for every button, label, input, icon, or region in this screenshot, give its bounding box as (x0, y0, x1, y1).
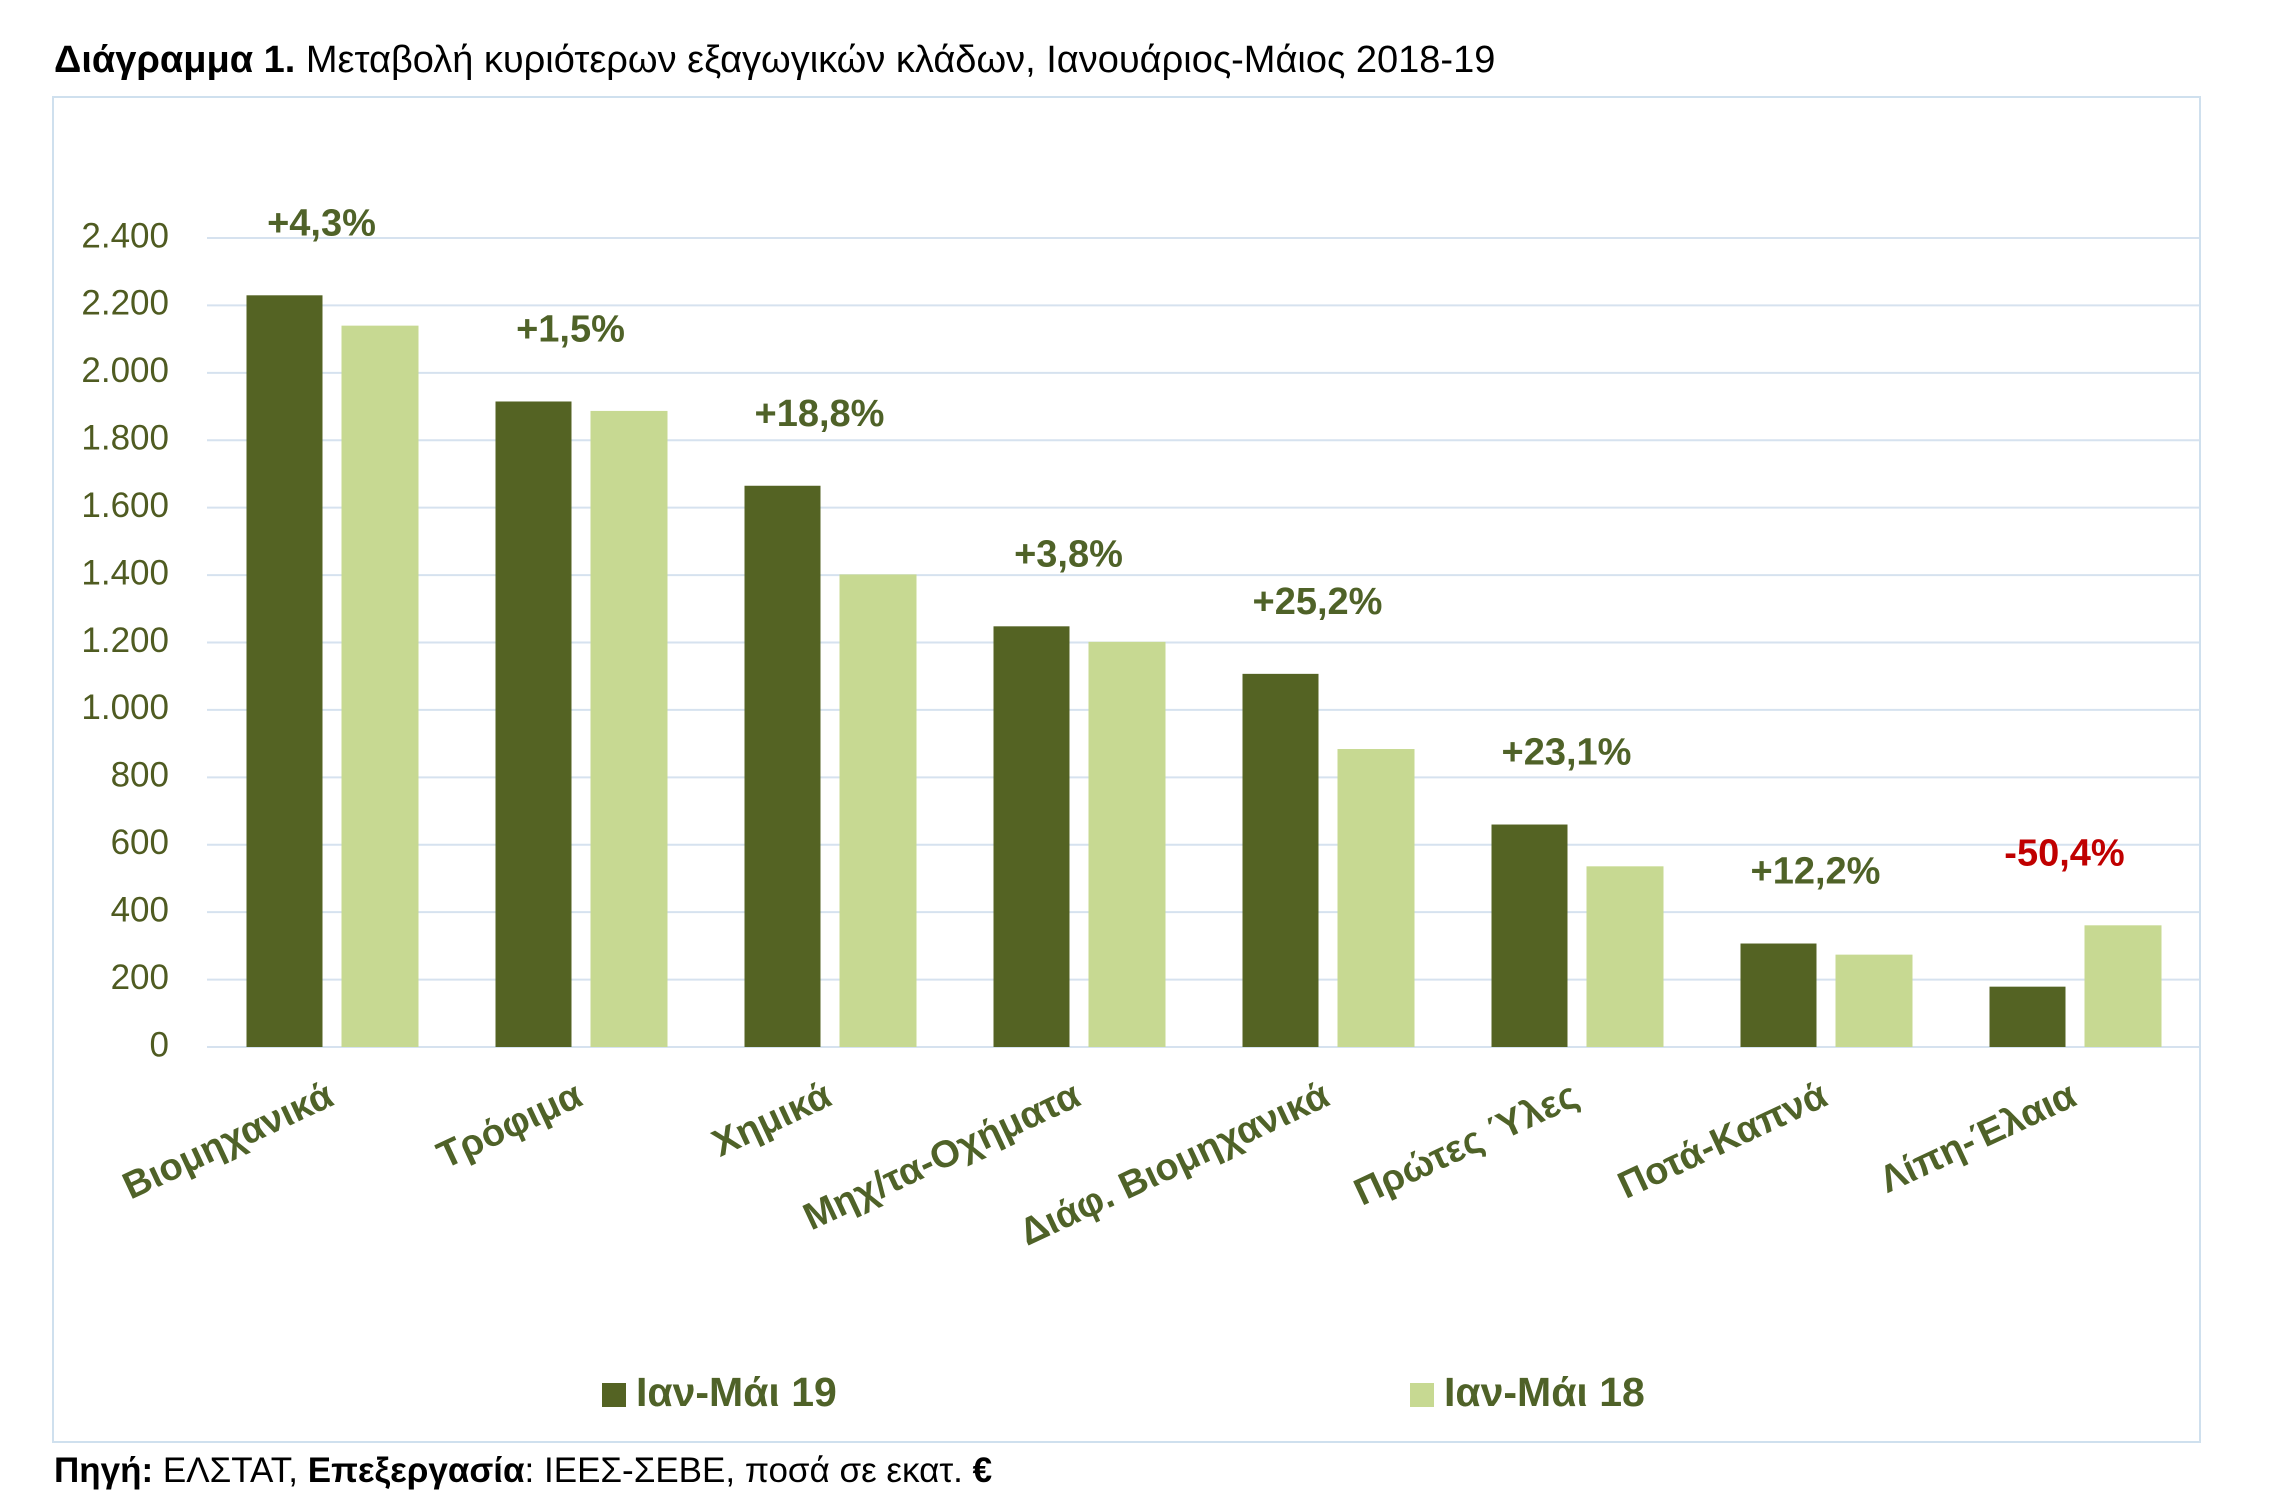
x-tick-label: Πρώτες Ύλες (1348, 1074, 1585, 1214)
bar (1088, 641, 1166, 1047)
change-label: +4,3% (267, 202, 376, 244)
change-label: -50,4% (2004, 832, 2124, 874)
bar (1491, 824, 1568, 1047)
x-tick-label: Λίπη-Έλαια (1873, 1074, 2082, 1201)
legend-label: Ιαν-Μάι 18 (1444, 1369, 1645, 1415)
chart-frame (52, 96, 2201, 1443)
y-tick-label: 2.200 (81, 284, 169, 323)
y-tick-label: 1.200 (81, 621, 169, 660)
change-label: +18,8% (755, 393, 885, 435)
y-tick-label: 200 (111, 958, 169, 997)
y-tick-label: 400 (111, 890, 169, 929)
change-label: +3,8% (1014, 533, 1123, 575)
chart-heading: Διάγραμμα 1. Μεταβολή κυριότερων εξαγωγι… (54, 39, 1495, 81)
change-label: +1,5% (516, 309, 625, 351)
y-tick-label: 2.400 (81, 216, 169, 255)
source-part: : ΙΕΕΣ-ΣΕΒΕ, ποσά σε εκατ. (525, 1451, 973, 1490)
y-tick-label: 600 (111, 823, 169, 862)
chart-title: Μεταβολή κυριότερων εξαγωγικών κλάδων, Ι… (306, 39, 1495, 81)
bar (1835, 954, 1913, 1047)
source-part: € (973, 1451, 992, 1490)
bar (993, 626, 1070, 1047)
source-part: Επεξεργασία (308, 1451, 525, 1490)
x-tick-label: Ποτά-Καπνά (1612, 1074, 1834, 1207)
bar (590, 410, 668, 1048)
x-tick-label: Χημικά (706, 1074, 838, 1165)
legend-swatch (602, 1383, 626, 1407)
bar (1586, 866, 1664, 1047)
bar (1242, 673, 1319, 1047)
bar (1337, 749, 1415, 1047)
y-tick-label: 1.000 (81, 688, 169, 727)
y-tick-label: 1.600 (81, 486, 169, 525)
source-part: Πηγή: (54, 1451, 153, 1490)
bar (1740, 943, 1817, 1047)
y-tick-label: 800 (111, 756, 169, 795)
y-tick-label: 1.400 (81, 553, 169, 592)
change-label: +12,2% (1751, 851, 1881, 893)
bar (246, 295, 323, 1047)
x-tick-label: Βιομηχανικά (117, 1074, 340, 1208)
title-label: Διάγραμμα 1. (54, 39, 295, 81)
x-tick-label: Τρόφιμα (431, 1074, 589, 1177)
source-note: Πηγή: ΕΛΣΤΑΤ, Επεξεργασία: ΙΕΕΣ-ΣΕΒΕ, πο… (54, 1451, 992, 1490)
bar (744, 485, 821, 1048)
bar (1989, 986, 2066, 1047)
change-label: +23,1% (1502, 732, 1632, 774)
bar (341, 325, 419, 1047)
y-tick-label: 0 (150, 1025, 169, 1064)
bar (495, 401, 572, 1047)
y-tick-label: 2.000 (81, 351, 169, 390)
bar (2084, 925, 2162, 1047)
legend-label: Ιαν-Μάι 19 (636, 1369, 837, 1415)
y-tick-label: 1.800 (81, 419, 169, 458)
legend-swatch (1410, 1383, 1434, 1407)
bar (839, 574, 917, 1047)
source-part: ΕΛΣΤΑΤ, (153, 1451, 308, 1490)
change-label: +25,2% (1253, 581, 1383, 623)
